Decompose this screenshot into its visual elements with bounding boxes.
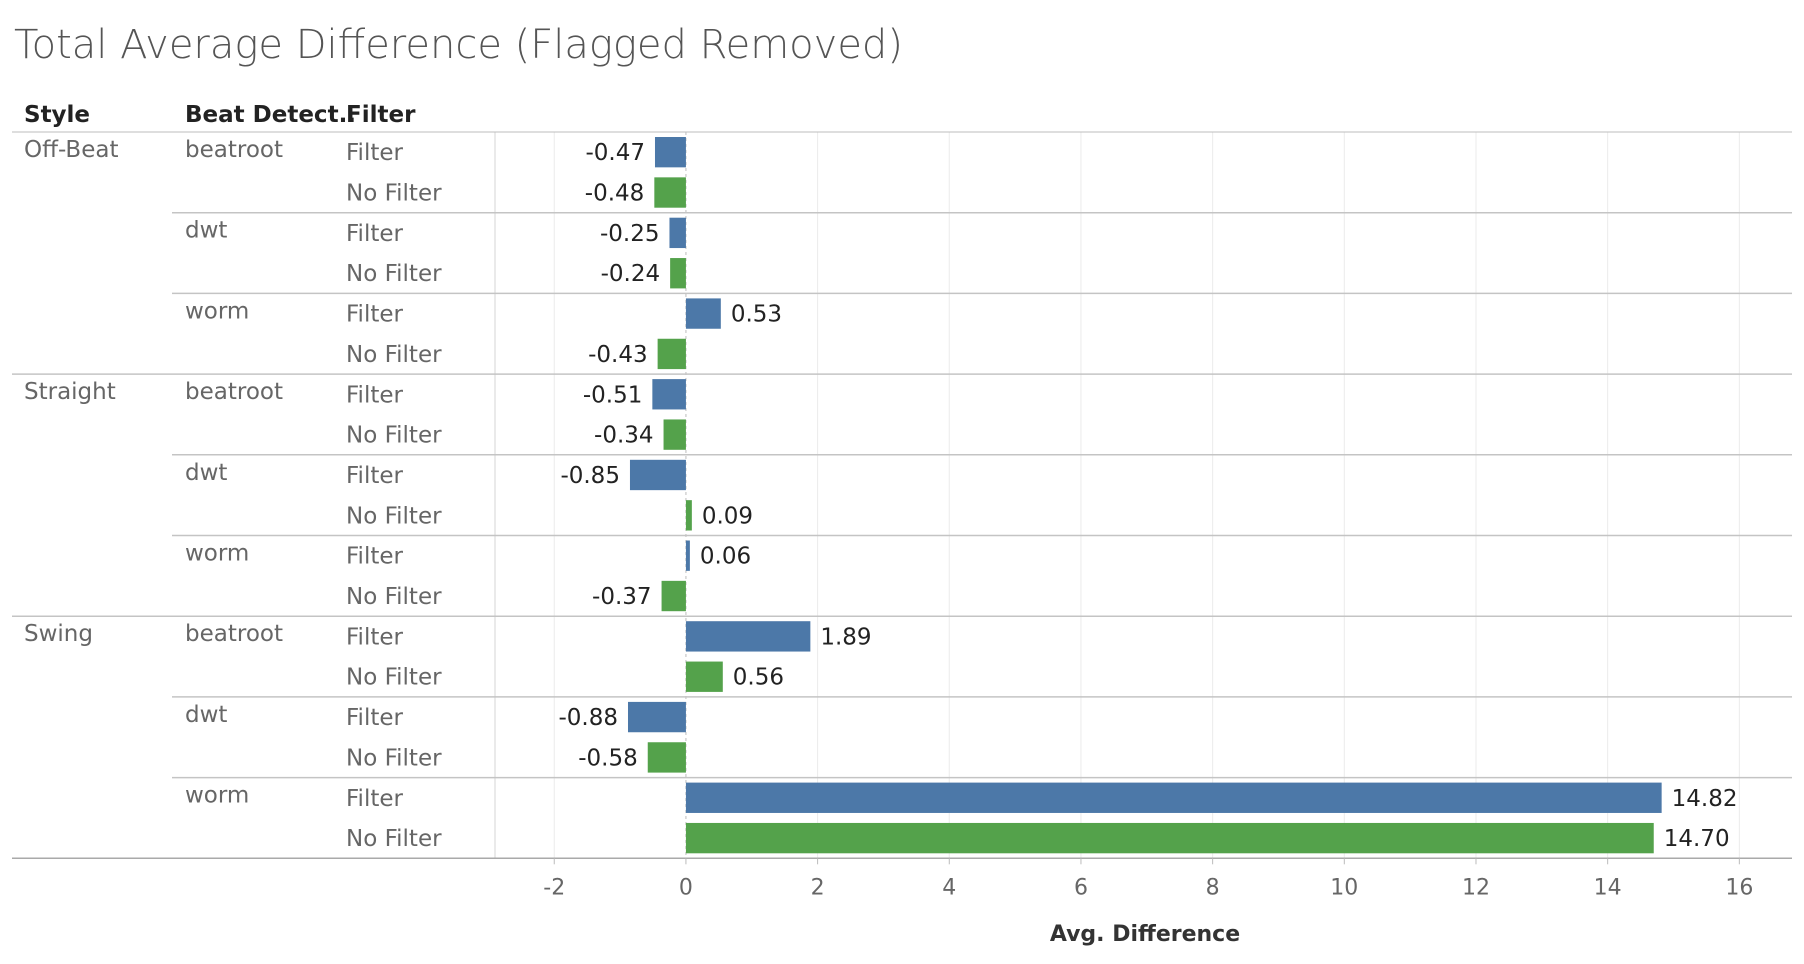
x-tick-label: 6 bbox=[1074, 875, 1088, 900]
filter-label: Filter bbox=[346, 786, 404, 812]
data-label: -0.37 bbox=[592, 584, 652, 610]
filter-label: No Filter bbox=[346, 181, 442, 207]
bar bbox=[629, 459, 686, 491]
detector-label: worm bbox=[185, 541, 249, 567]
x-tick-label: 0 bbox=[679, 875, 693, 900]
header-beat-detector: Beat Detect.. bbox=[185, 102, 356, 128]
filter-label: Filter bbox=[346, 544, 404, 570]
bar bbox=[663, 419, 686, 450]
bar bbox=[669, 217, 686, 249]
data-label: 0.56 bbox=[733, 665, 784, 691]
x-tick-label: 12 bbox=[1462, 875, 1490, 900]
data-label: -0.25 bbox=[600, 221, 660, 247]
data-label: 14.82 bbox=[1672, 786, 1738, 812]
bar bbox=[685, 621, 811, 652]
grid-lines bbox=[494, 132, 1740, 859]
x-tick-label: 10 bbox=[1330, 875, 1358, 900]
data-label: -0.34 bbox=[594, 423, 654, 449]
bar bbox=[685, 500, 692, 531]
data-label: 0.53 bbox=[731, 302, 782, 328]
bar bbox=[661, 580, 686, 612]
detector-label: beatroot bbox=[185, 621, 283, 647]
filter-label: Filter bbox=[346, 463, 404, 489]
filter-label: Filter bbox=[346, 705, 404, 731]
filter-label: Filter bbox=[346, 302, 404, 328]
detector-label: dwt bbox=[185, 460, 227, 486]
filter-label: Filter bbox=[346, 382, 404, 408]
filter-label: No Filter bbox=[346, 584, 442, 610]
data-label: 14.70 bbox=[1664, 826, 1730, 852]
data-label: 0.06 bbox=[700, 544, 751, 570]
filter-label: Filter bbox=[346, 624, 404, 650]
data-label: -0.85 bbox=[560, 463, 620, 489]
bar bbox=[654, 177, 686, 208]
x-tick-label: 2 bbox=[811, 875, 825, 900]
bars bbox=[627, 137, 1662, 854]
data-label: -0.47 bbox=[585, 140, 645, 166]
detector-label: beatroot bbox=[185, 379, 283, 405]
data-label: -0.48 bbox=[585, 181, 645, 207]
style-label: Swing bbox=[24, 621, 93, 647]
data-label: -0.58 bbox=[578, 745, 638, 771]
filter-label: No Filter bbox=[346, 826, 442, 852]
x-tick-label: 4 bbox=[942, 875, 956, 900]
x-axis-title: Avg. Difference bbox=[1050, 922, 1240, 947]
x-tick-label: 14 bbox=[1594, 875, 1622, 900]
data-label: -0.51 bbox=[583, 382, 643, 408]
bar bbox=[685, 298, 721, 329]
bar bbox=[685, 822, 1654, 854]
x-axis: -2 0 2 4 6 8 10 12 14 16 bbox=[12, 857, 1792, 900]
detector-label: dwt bbox=[185, 702, 227, 728]
filter-label: No Filter bbox=[346, 745, 442, 771]
header-filter: Filter bbox=[346, 102, 416, 128]
filter-label: No Filter bbox=[346, 261, 442, 287]
filter-label: No Filter bbox=[346, 665, 442, 691]
filter-label: No Filter bbox=[346, 342, 442, 368]
data-label: -0.24 bbox=[601, 261, 661, 287]
detector-label: dwt bbox=[185, 218, 227, 244]
bar bbox=[685, 661, 723, 692]
row-separators bbox=[12, 131, 1792, 779]
x-tick-label: 8 bbox=[1206, 875, 1220, 900]
x-tick-label: -2 bbox=[543, 875, 565, 900]
filter-label: Filter bbox=[346, 140, 404, 166]
data-label: 1.89 bbox=[820, 624, 871, 650]
bar bbox=[657, 338, 686, 370]
filter-label: No Filter bbox=[346, 503, 442, 529]
bar bbox=[654, 137, 686, 168]
row-labels: Off-Beat beatroot Filter -0.47 No Filter -0.4… bbox=[24, 137, 1738, 852]
style-label: Straight bbox=[24, 379, 116, 405]
x-tick-label: 16 bbox=[1725, 875, 1753, 900]
filter-label: Filter bbox=[346, 221, 404, 247]
filter-label: No Filter bbox=[346, 423, 442, 449]
detector-label: worm bbox=[185, 783, 249, 809]
chart-title: Total Average Difference (Flagged Remove… bbox=[14, 22, 903, 68]
bar bbox=[670, 258, 686, 289]
data-label: -0.88 bbox=[558, 705, 618, 731]
style-label: Off-Beat bbox=[24, 137, 118, 163]
data-label: -0.43 bbox=[588, 342, 648, 368]
bar bbox=[685, 540, 690, 571]
header-style: Style bbox=[24, 102, 90, 128]
bar bbox=[652, 379, 686, 410]
detector-label: worm bbox=[185, 298, 249, 324]
bar bbox=[627, 701, 686, 733]
detector-label: beatroot bbox=[185, 137, 283, 163]
data-label: 0.09 bbox=[702, 503, 753, 529]
bar bbox=[685, 782, 1662, 813]
bar bbox=[647, 742, 686, 773]
